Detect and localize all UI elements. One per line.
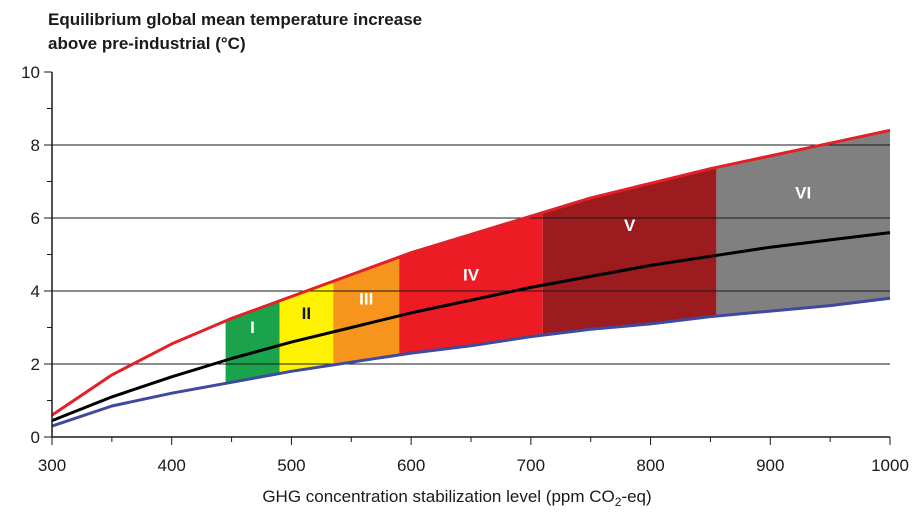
category-band-vi <box>716 130 890 316</box>
x-tick-label: 300 <box>38 456 66 475</box>
grid-lines <box>52 144 890 365</box>
x-tick-label: 800 <box>636 456 664 475</box>
y-tick-label: 6 <box>31 209 40 228</box>
chart-title-line-2: above pre-industrial (°C) <box>48 34 246 53</box>
chart-title: Equilibrium global mean temperature incr… <box>48 8 568 56</box>
category-band-iii <box>333 257 400 365</box>
category-label-v: V <box>624 216 636 235</box>
category-label-iv: IV <box>463 266 480 285</box>
category-band-ii <box>279 281 334 374</box>
x-axis-label-tail: -eq) <box>621 487 652 506</box>
category-band-i <box>225 300 280 384</box>
y-tick-label: 0 <box>31 428 40 447</box>
curve-upper <box>51 128 891 417</box>
axes: 0 2 4 6 8 10 300 400 500 600 700 800 900 1000 <box>21 63 909 475</box>
x-tick-label: 1000 <box>871 456 909 475</box>
x-tick-label: 400 <box>158 456 186 475</box>
x-axis-label-subscript: 2 <box>614 495 622 509</box>
category-band-v <box>542 167 717 336</box>
category-label-ii: II <box>302 304 311 323</box>
x-tick-label: 600 <box>397 456 425 475</box>
curve-lower <box>51 296 891 428</box>
y-tick-label: 4 <box>31 282 40 301</box>
chart-title-line-1: Equilibrium global mean temperature incr… <box>48 10 423 29</box>
category-bands <box>225 130 890 384</box>
curve-best <box>51 231 891 422</box>
category-label-i: I <box>250 318 255 337</box>
y-tick-label: 10 <box>21 63 40 82</box>
curve-lines <box>51 128 891 428</box>
x-tick-label: 900 <box>756 456 784 475</box>
x-axis-label: GHG concentration stabilization level (p… <box>0 487 914 509</box>
category-label-iii: III <box>359 289 373 308</box>
x-tick-label: 500 <box>277 456 305 475</box>
x-tick-label: 700 <box>517 456 545 475</box>
y-tick-label: 2 <box>31 355 40 374</box>
category-label-vi: VI <box>795 183 811 202</box>
x-axis-label-main: GHG concentration stabilization level (p… <box>262 487 615 506</box>
category-band-iv <box>399 212 543 355</box>
y-tick-label: 8 <box>31 136 40 155</box>
